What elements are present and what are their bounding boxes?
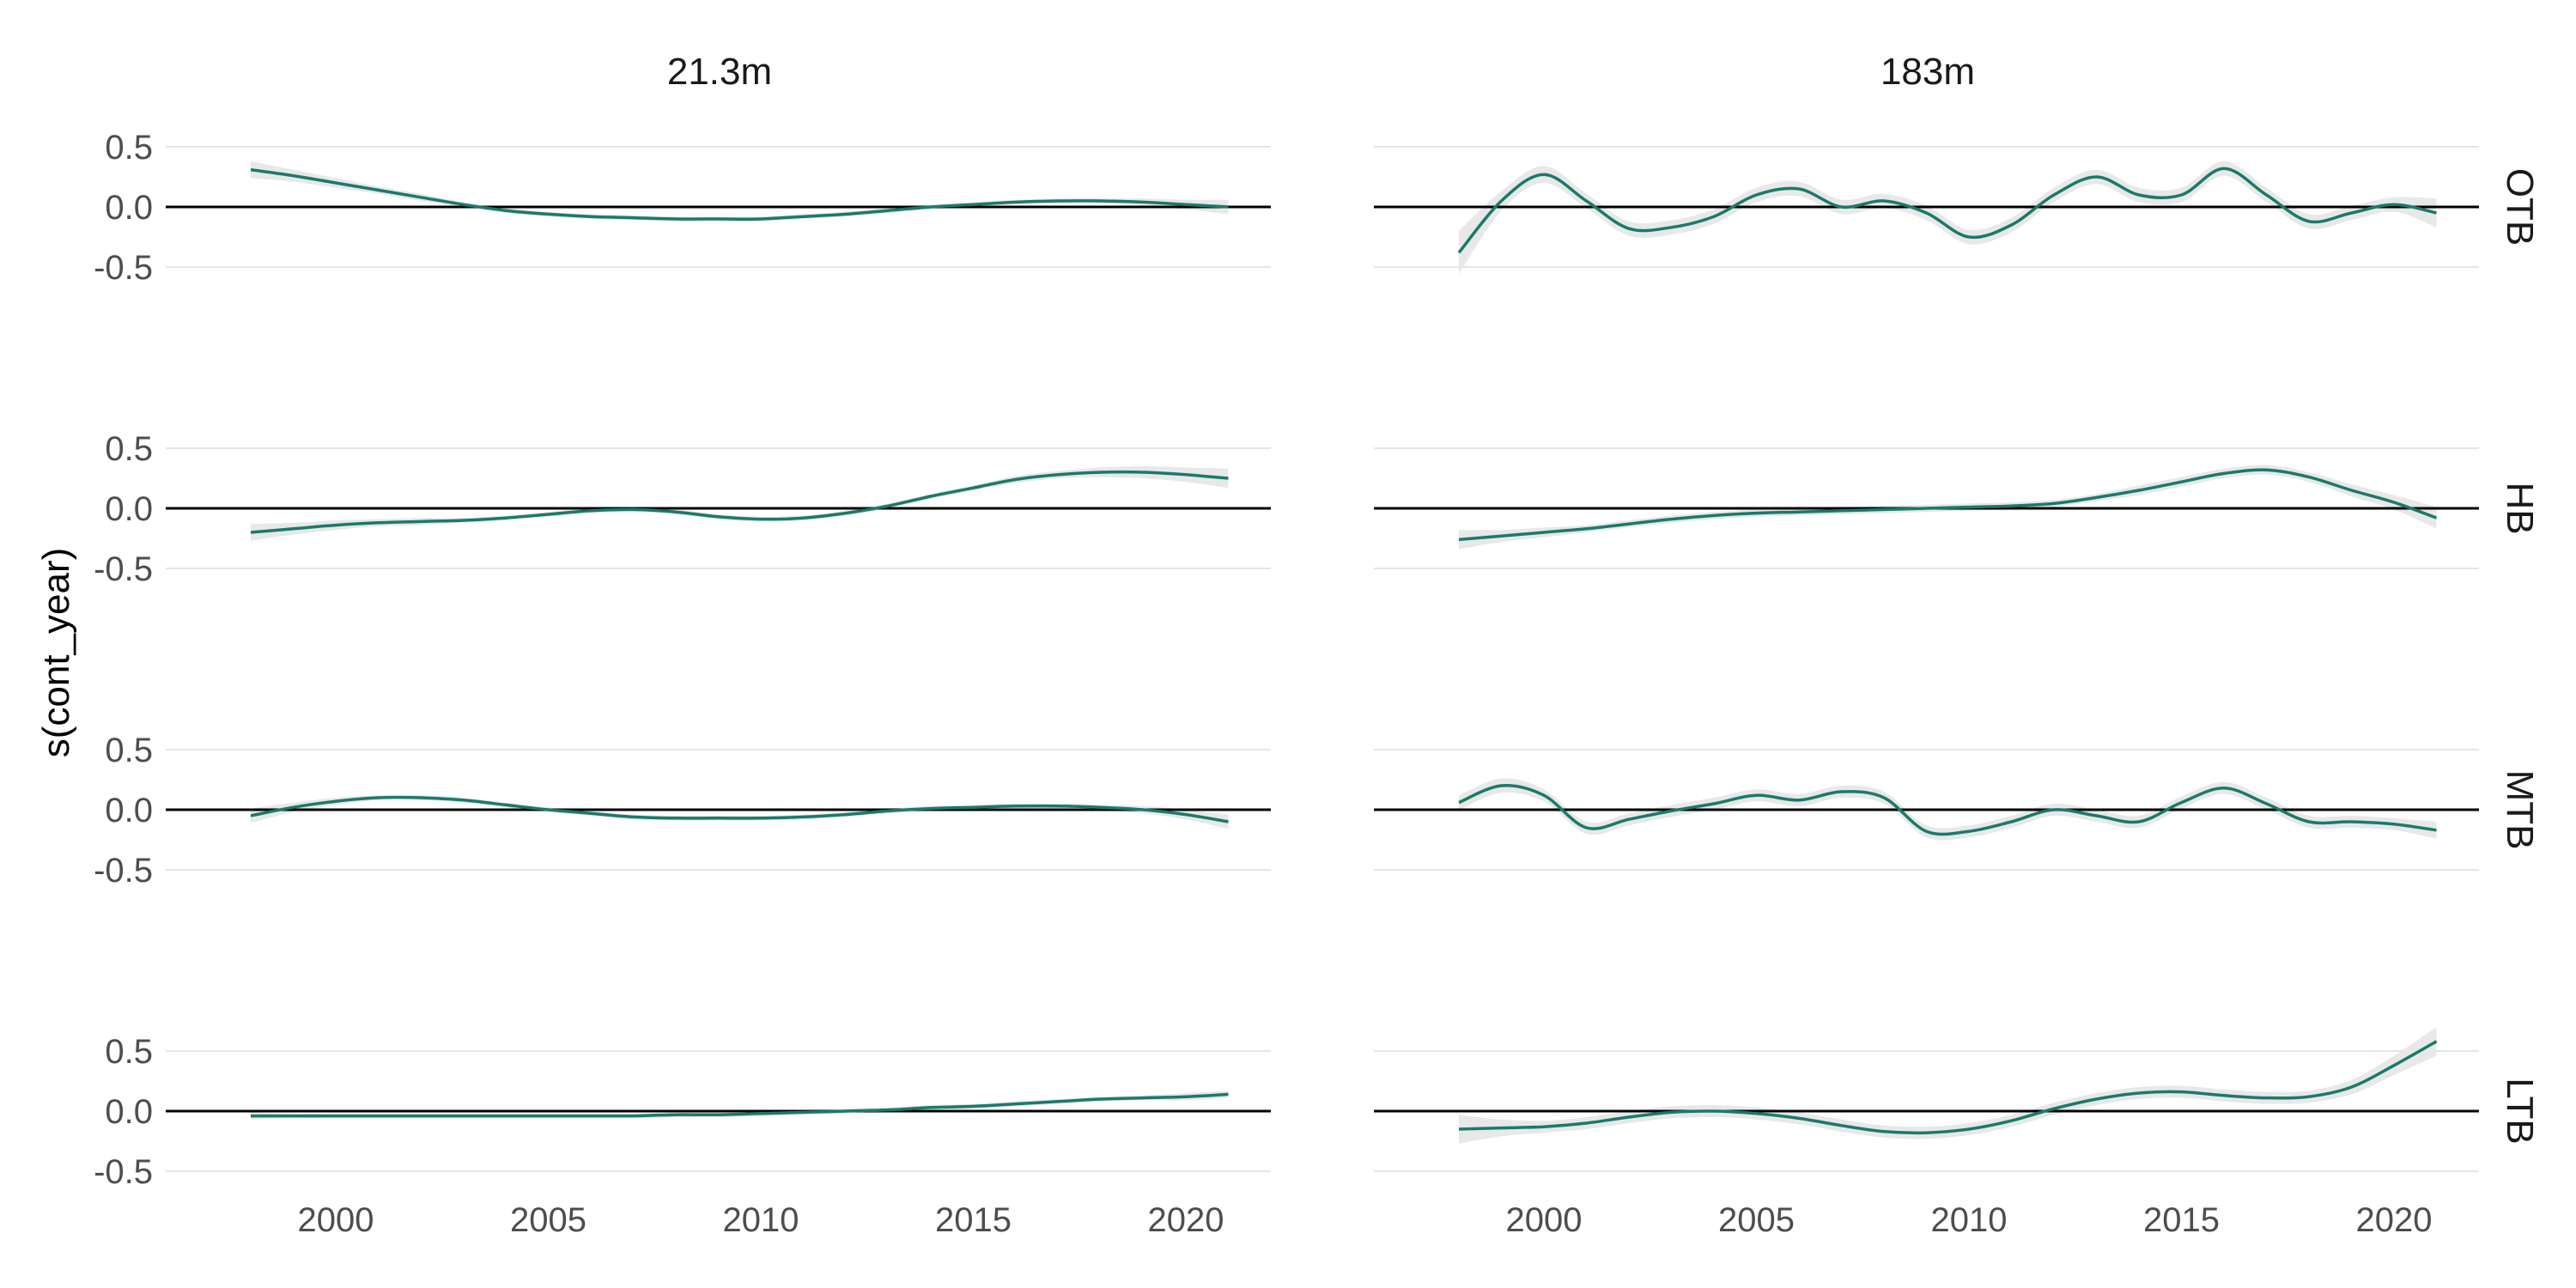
row-strip-label-2: MTB	[2499, 770, 2541, 850]
y-tick-label-ltb-0: 0.5	[105, 1033, 153, 1071]
y-tick-label-otb-2: -0.5	[94, 249, 153, 287]
x-tick-label-21-3m-1: 2005	[510, 1201, 586, 1239]
smooth-line-ltb-183m	[1458, 1040, 2438, 1135]
y-tick-label-hb-2: -0.5	[94, 550, 153, 588]
x-tick-label-183m-4: 2020	[2356, 1201, 2433, 1239]
x-tick-label-183m-1: 2005	[1718, 1201, 1795, 1239]
y-tick-label-hb-0: 0.5	[105, 430, 153, 468]
smooth-line-mtb-183m	[1458, 783, 2437, 836]
confidence-ribbon-mtb-183m	[1459, 778, 2437, 841]
y-axis-label: s(cont_year)	[35, 548, 77, 758]
y-tick-label-mtb-1: 0.0	[105, 792, 153, 829]
row-strip-label-3: LTB	[2499, 1078, 2541, 1144]
confidence-ribbon-ltb-183m	[1459, 1027, 2437, 1144]
row-strip-label-0: OTB	[2499, 168, 2541, 246]
x-tick-label-183m-3: 2015	[2143, 1201, 2220, 1239]
confidence-ribbon-otb-183m	[1459, 161, 2437, 275]
smooth-line-mtb-21-3m	[250, 795, 1229, 823]
y-tick-label-hb-1: 0.0	[105, 490, 153, 528]
y-tick-label-otb-1: 0.0	[105, 189, 153, 227]
y-tick-label-otb-0: 0.5	[105, 129, 153, 167]
x-tick-label-183m-0: 2000	[1506, 1201, 1583, 1239]
x-tick-label-21-3m-0: 2000	[298, 1201, 374, 1239]
smooth-line-otb-21-3m	[250, 167, 1229, 221]
panels-layer: 0.5 0.0 -0.5 0.5 0.0 -0.5 0.5 0.0 -0.5 0.5 0.0 -0.5…	[94, 129, 2479, 1239]
column-strip-label-1: 183m	[1880, 51, 1975, 93]
y-tick-label-ltb-2: -0.5	[94, 1153, 153, 1191]
x-tick-label-21-3m-4: 2020	[1148, 1201, 1224, 1239]
x-tick-label-21-3m-3: 2015	[935, 1201, 1012, 1239]
y-tick-label-mtb-0: 0.5	[105, 732, 153, 769]
smooth-line-ltb-21-3m	[251, 1092, 1229, 1118]
confidence-ribbon-hb-21-3m	[251, 466, 1229, 541]
confidence-ribbon-mtb-21-3m	[251, 794, 1229, 829]
smooth-line-otb-183m	[1457, 167, 2437, 254]
smooth-line-hb-21-3m	[250, 470, 1229, 534]
smooth-line-hb-183m	[1458, 468, 2438, 542]
x-tick-label-21-3m-2: 2010	[723, 1201, 799, 1239]
y-tick-label-mtb-2: -0.5	[94, 852, 153, 890]
x-tick-label-183m-2: 2010	[1931, 1201, 2008, 1239]
row-strip-label-1: HB	[2499, 482, 2541, 534]
confidence-ribbon-otb-21-3m	[251, 161, 1229, 222]
column-strip-label-0: 21.3m	[667, 51, 772, 93]
y-tick-label-ltb-1: 0.0	[105, 1093, 153, 1131]
